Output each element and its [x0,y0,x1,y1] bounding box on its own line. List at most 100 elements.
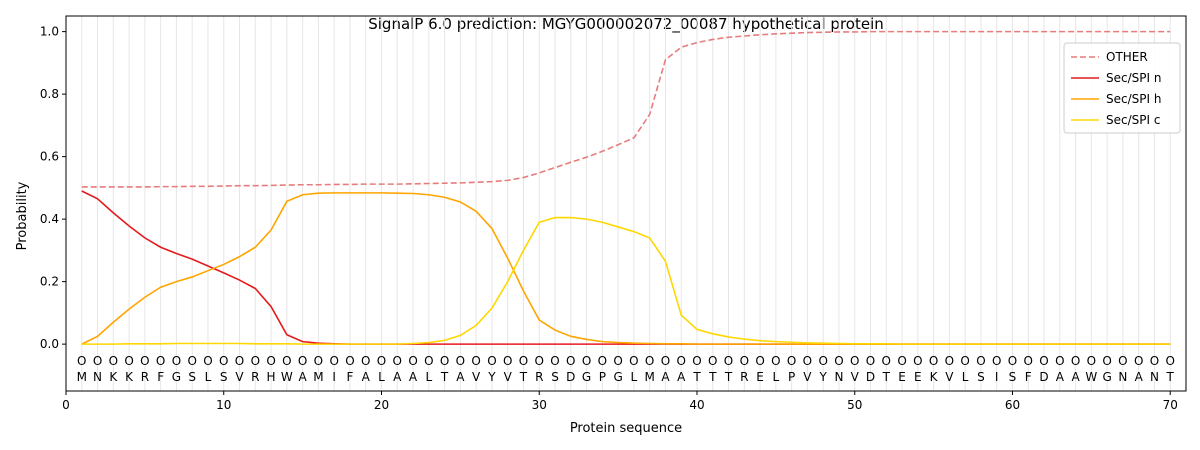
x-tick-label: 0 [62,398,70,412]
residue-label: V [504,370,513,384]
residue-label: L [378,370,385,384]
region-label: O [1102,354,1111,368]
residue-label: L [425,370,432,384]
residue-label: S [188,370,196,384]
residue-label: R [740,370,748,384]
region-label: O [266,354,275,368]
y-tick-label: 0.2 [40,275,59,289]
region-label: O [755,354,764,368]
series-line-sec-spi-c [81,216,1171,345]
residue-label: D [866,370,875,384]
region-label: O [393,354,402,368]
region-label: O [787,354,796,368]
region-label: O [298,354,307,368]
legend-label: Sec/SPI h [1106,92,1161,106]
residue-label: A [362,370,371,384]
region-label: O [1165,354,1174,368]
region-label: O [992,354,1001,368]
y-tick-label: 0.4 [40,212,59,226]
sequence-labels: OMONOKOKOROFOGOSOLOSOVOROHOWOAOMOIOFOAOL… [77,354,1175,384]
region-label: O [771,354,780,368]
series-lines [81,30,1171,345]
region-label: O [882,354,891,368]
residue-label: G [582,370,591,384]
region-label: O [897,354,906,368]
y-axis-label: Probability [15,181,30,250]
y-tick-label: 0.8 [40,87,59,101]
residue-label: A [299,370,308,384]
residue-label: T [1166,370,1175,384]
x-tick-label: 40 [689,398,704,412]
residue-label: V [851,370,860,384]
residue-label: F [157,370,164,384]
residue-label: T [708,370,717,384]
residue-label: R [251,370,259,384]
region-label: O [1055,354,1064,368]
residue-label: L [631,370,638,384]
region-label: O [740,354,749,368]
series-line-other [81,30,1171,188]
chart-title: SignalP 6.0 prediction: MGYG000002072_00… [368,15,884,34]
x-tick-label: 60 [1005,398,1020,412]
residue-label: W [281,370,293,384]
y-tick-label: 1.0 [40,25,59,39]
region-label: O [913,354,922,368]
residue-label: E [756,370,764,384]
residue-label: P [599,370,606,384]
region-label: O [93,354,102,368]
region-label: O [598,354,607,368]
x-tick-label: 30 [532,398,547,412]
residue-label: A [1135,370,1144,384]
residue-label: T [724,370,733,384]
residue-label: K [109,370,118,384]
x-axis-label: Protein sequence [570,421,682,436]
region-label: O [519,354,528,368]
residue-label: S [551,370,559,384]
region-label: O [377,354,386,368]
residue-label: T [692,370,701,384]
residue-label: Y [487,370,496,384]
region-label: O [661,354,670,368]
region-label: O [566,354,575,368]
region-label: O [803,354,812,368]
x-tick-label: 10 [216,398,231,412]
residue-label: A [393,370,402,384]
region-label: O [834,354,843,368]
region-label: O [203,354,212,368]
residue-label: A [1071,370,1080,384]
region-label: O [676,354,685,368]
region-label: O [361,354,370,368]
residue-label: V [235,370,244,384]
y-tick-label: 0.0 [40,337,59,351]
residue-label: A [661,370,670,384]
residue-label: E [898,370,906,384]
residue-label: T [440,370,449,384]
residue-label: G [1102,370,1111,384]
region-label: O [850,354,859,368]
residue-label: M [313,370,323,384]
region-label: O [424,354,433,368]
residue-label: G [613,370,622,384]
residue-label: S [220,370,228,384]
legend-box [1063,42,1181,134]
residue-label: L [962,370,969,384]
region-label: O [408,354,417,368]
region-label: O [471,354,480,368]
grid-lines [81,16,1171,391]
region-label: O [172,354,181,368]
x-tick-label: 50 [847,398,862,412]
residue-label: S [977,370,985,384]
residue-label: P [788,370,795,384]
residue-label: T [882,370,891,384]
x-axis-ticks: 0 10 20 30 40 50 60 70 [62,391,1178,412]
region-label: O [535,354,544,368]
residue-label: I [995,370,999,384]
region-label: O [282,354,291,368]
region-label: O [1118,354,1127,368]
region-label: O [345,354,354,368]
series-line-sec-spi-h [81,192,1171,345]
region-label: O [219,354,228,368]
residue-label: V [945,370,954,384]
residue-label: A [1056,370,1065,384]
region-label: O [582,354,591,368]
